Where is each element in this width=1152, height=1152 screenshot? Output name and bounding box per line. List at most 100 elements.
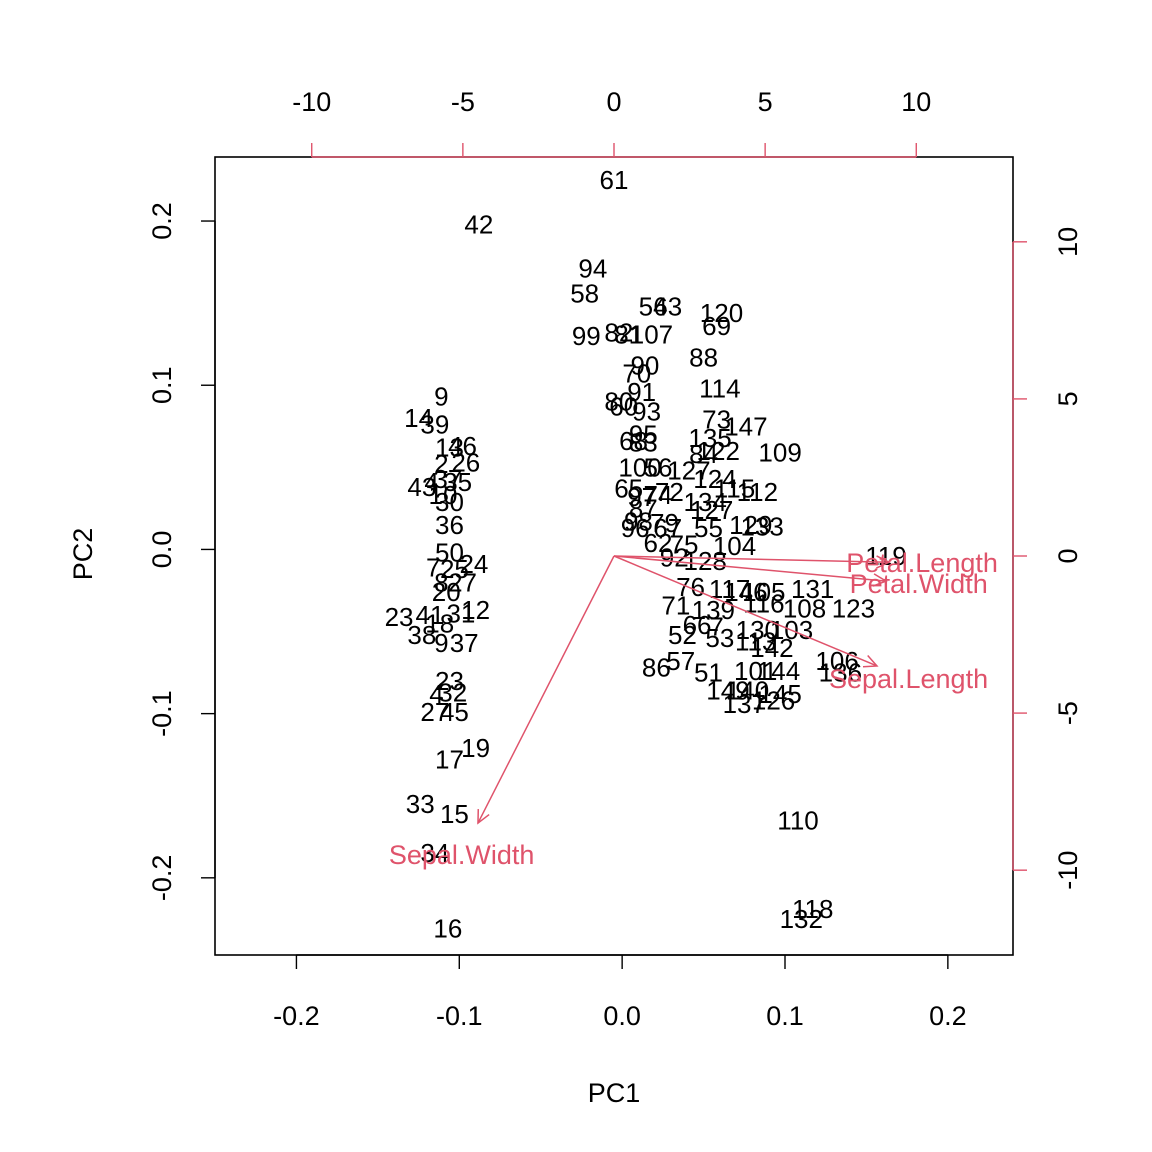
observation-label: 118 xyxy=(792,894,833,924)
observation-label: 14 xyxy=(404,403,433,433)
observation-label: 58 xyxy=(570,278,599,308)
observation-label: 62 xyxy=(644,528,673,558)
observation-label: 15 xyxy=(440,799,469,829)
observation-label: 91 xyxy=(627,377,656,407)
observation-label: 110 xyxy=(777,805,818,835)
observation-label: 12 xyxy=(461,595,490,625)
variable-label: Sepal.Length xyxy=(829,664,988,694)
observation-label: 71 xyxy=(661,590,690,620)
observation-label: 109 xyxy=(758,438,801,468)
observation-label: 145 xyxy=(758,679,801,709)
observation-label: 60 xyxy=(609,392,638,422)
top-tick-label: 0 xyxy=(606,87,621,117)
top-tick-label: 5 xyxy=(758,87,773,117)
observation-label: 146 xyxy=(724,577,767,607)
observation-label: 83 xyxy=(629,428,658,458)
observation-label: 34 xyxy=(420,838,449,868)
observation-label: 30 xyxy=(435,487,464,517)
observation-label: 142 xyxy=(750,633,793,663)
observation-label: 23 xyxy=(435,666,464,696)
observation-label: 80 xyxy=(604,387,633,417)
observation-label: 73 xyxy=(702,405,731,435)
observation-label: 24 xyxy=(459,549,488,579)
observation-label: 72 xyxy=(655,477,684,507)
observation-label: 122 xyxy=(697,436,740,466)
observation-label: 36 xyxy=(435,510,464,540)
observation-label: 50 xyxy=(435,538,464,568)
observation-label: 105 xyxy=(742,577,785,607)
observation-label: 129 xyxy=(729,510,772,540)
top-tick-label: -5 xyxy=(451,87,475,117)
variable-arrow xyxy=(613,555,878,667)
observation-label: 35 xyxy=(443,467,472,497)
observation-label: 20 xyxy=(432,577,461,607)
observation-label: 54 xyxy=(639,291,668,321)
observation-label: 4 xyxy=(424,467,438,497)
observation-label: 57 xyxy=(666,646,695,676)
observation-label: 38 xyxy=(407,620,436,650)
observation-label: 128 xyxy=(684,546,727,576)
observation-label: 108 xyxy=(783,594,826,624)
observation-label: 93 xyxy=(632,397,661,427)
observation-label: 144 xyxy=(757,656,800,686)
variable-label: Sepal.Width xyxy=(389,840,535,870)
right-tick-label: 10 xyxy=(1053,227,1083,257)
variable-arrow xyxy=(613,555,887,582)
y-tick-label: 0.0 xyxy=(147,531,177,569)
observation-label: 25 xyxy=(440,554,469,584)
observation-label: 23 xyxy=(385,602,414,632)
observation-label: 46 xyxy=(448,431,477,461)
observation-label: 52 xyxy=(668,620,697,650)
observation-label: 63 xyxy=(653,291,682,321)
x-tick-label: -0.1 xyxy=(436,1001,483,1031)
observation-label: 87 xyxy=(629,493,658,523)
observation-label: 119 xyxy=(865,541,906,571)
observation-label: 140 xyxy=(726,676,769,706)
variable-arrow xyxy=(613,555,890,564)
observation-label: 65 xyxy=(614,474,643,504)
observation-label: 2 xyxy=(434,449,448,479)
observation-label: 61 xyxy=(600,165,629,195)
arrow-head xyxy=(477,809,490,825)
observation-label: 67 xyxy=(653,513,682,543)
observation-label: 16 xyxy=(433,914,462,944)
observation-label: 51 xyxy=(694,658,723,688)
variable-arrow xyxy=(477,555,615,824)
observation-label: 99 xyxy=(572,321,601,351)
observation-label: 81 xyxy=(614,319,643,349)
variable-label: Petal.Width xyxy=(850,569,988,599)
observation-label: 149 xyxy=(706,676,749,706)
observation-label: 39 xyxy=(420,410,449,440)
observation-label: 86 xyxy=(642,653,671,683)
right-tick-label: 5 xyxy=(1053,391,1083,406)
observation-label: 90 xyxy=(630,351,659,381)
observation-label: 43 xyxy=(407,472,436,502)
observation-label: 79 xyxy=(650,508,679,538)
observation-label: 147 xyxy=(724,411,767,441)
observation-label: 126 xyxy=(752,685,795,715)
arrow-head xyxy=(862,654,879,668)
y-tick-label: 0.1 xyxy=(147,366,177,404)
observation-label: 136 xyxy=(819,658,862,688)
observation-label: 9 xyxy=(434,628,448,658)
observation-label: 100 xyxy=(618,452,661,482)
observation-label: 70 xyxy=(622,359,651,389)
x-tick-label: 0.2 xyxy=(929,1001,967,1031)
observation-label: 120 xyxy=(700,298,743,328)
observation-label: 17 xyxy=(435,745,464,775)
observation-label: 130 xyxy=(736,615,779,645)
observation-label: 68 xyxy=(619,426,648,456)
observation-label: 19 xyxy=(461,733,490,763)
y-tick-label: -0.1 xyxy=(147,690,177,737)
observation-label: 42 xyxy=(464,209,493,239)
observation-label: 8 xyxy=(434,567,448,597)
observation-label: 96 xyxy=(621,513,650,543)
x-tick-label: -0.2 xyxy=(273,1001,320,1031)
left-axis: -0.2 -0.1 0.0 0.1 0.2 xyxy=(147,202,216,901)
observation-label: 37 xyxy=(433,464,462,494)
observation-label: 37 xyxy=(450,628,479,658)
observation-label: 18 xyxy=(425,608,454,638)
observation-label: 114 xyxy=(699,374,740,404)
